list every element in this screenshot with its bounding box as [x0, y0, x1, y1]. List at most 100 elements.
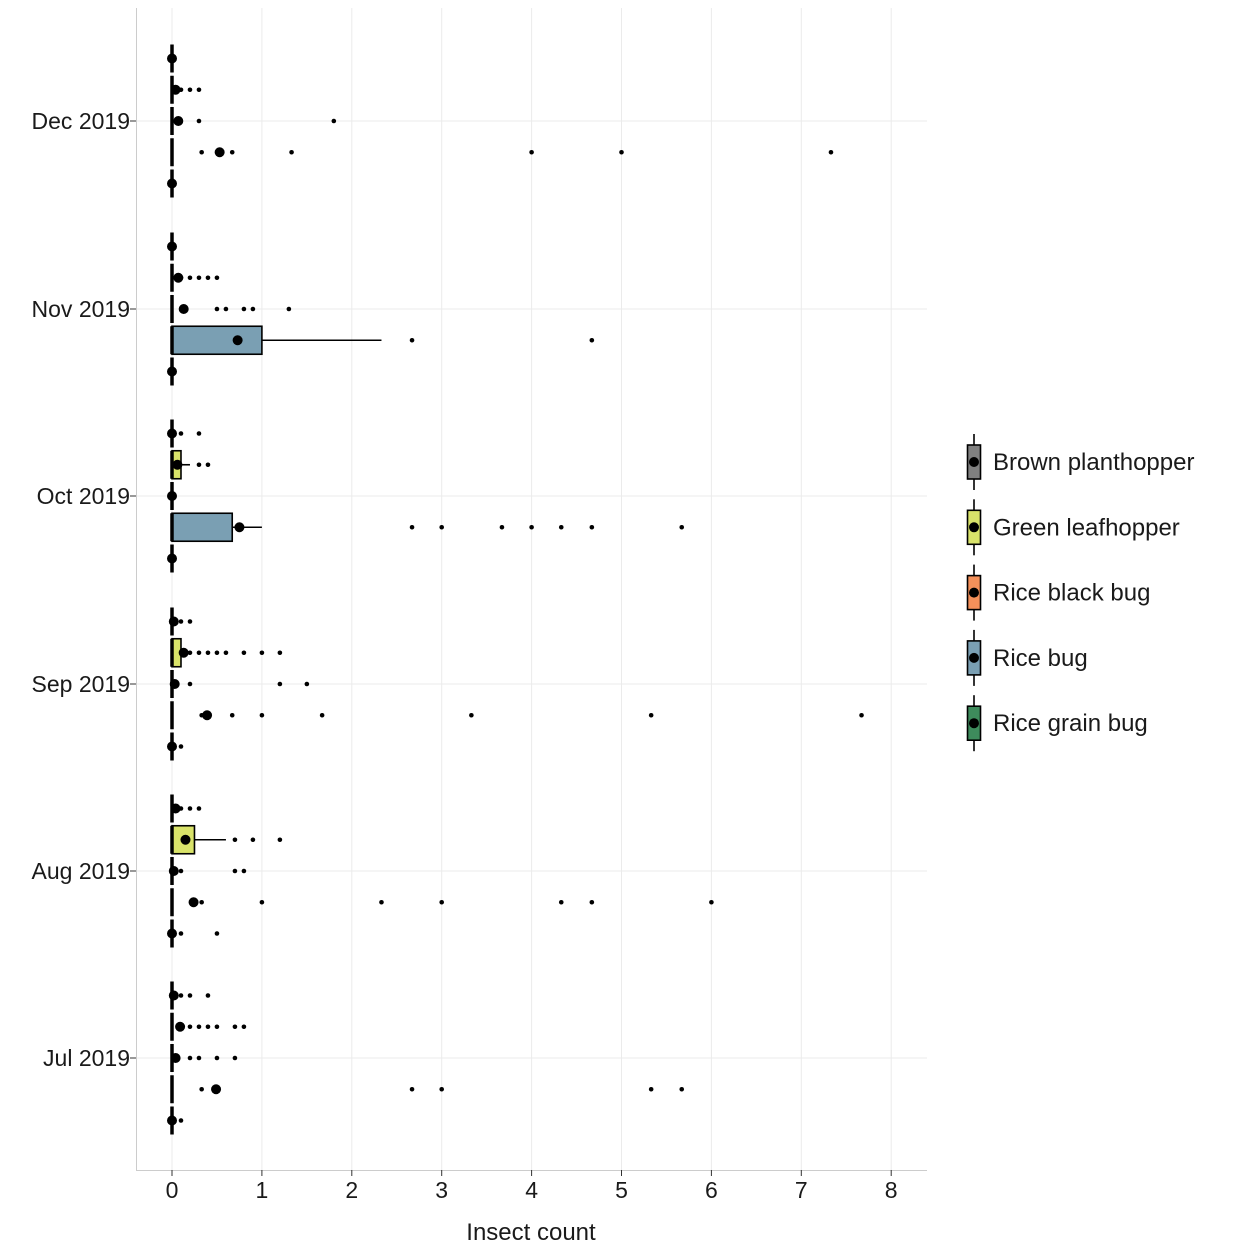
outlier-point: [187, 619, 193, 624]
legend-label: Rice black bug: [993, 580, 1150, 607]
outlier-point: [250, 306, 256, 312]
outlier-point: [199, 899, 204, 905]
outlier-point: [232, 1024, 238, 1030]
outlier-point: [196, 806, 202, 811]
x-tick-label: 2: [345, 1177, 358, 1203]
outlier-point: [196, 118, 202, 124]
outlier-point: [196, 275, 202, 281]
legend-item: Rice grain bug: [966, 695, 1148, 752]
outlier-point: [196, 462, 202, 468]
outlier-point: [178, 744, 184, 749]
outlier-point: [232, 837, 238, 843]
legend-label: Rice bug: [993, 645, 1088, 672]
outlier-point: [214, 650, 220, 656]
outlier-point: [241, 1024, 247, 1030]
legend-label: Rice grain bug: [993, 710, 1148, 737]
outlier-point: [214, 306, 220, 312]
outlier-point: [241, 650, 247, 656]
y-tick-label: Oct 2019: [37, 483, 130, 509]
mean-point: [167, 241, 177, 252]
mean-point: [173, 272, 184, 283]
legend-item: Green leafhopper: [966, 499, 1180, 556]
outlier-point: [196, 87, 202, 93]
outlier-point: [250, 837, 256, 843]
outlier-point: [529, 524, 534, 530]
outlier-point: [229, 149, 235, 155]
outlier-point: [499, 524, 505, 530]
outlier-point: [529, 149, 534, 155]
outlier-point: [196, 431, 202, 436]
mean-point: [214, 147, 225, 158]
outlier-point: [648, 712, 654, 718]
box: [171, 512, 234, 543]
legend-item: Brown planthopper: [966, 434, 1194, 490]
y-tick-label: Aug 2019: [32, 858, 130, 884]
mean-point: [168, 866, 179, 876]
outlier-point: [241, 306, 247, 312]
legend-item: Rice bug: [966, 629, 1088, 686]
outlier-point: [232, 1055, 238, 1061]
outlier-point: [439, 1086, 445, 1092]
legend-label: Brown planthopper: [993, 449, 1194, 476]
x-tick-label: 3: [435, 1177, 448, 1203]
mean-point: [167, 178, 177, 189]
outlier-point: [196, 1024, 202, 1030]
mean-point: [172, 459, 183, 470]
outlier-point: [178, 931, 184, 936]
mean-point: [167, 366, 177, 377]
outlier-point: [319, 712, 325, 718]
outlier-point: [277, 681, 283, 687]
outlier-point: [409, 1086, 415, 1092]
outlier-point: [558, 524, 564, 530]
mean-point: [188, 897, 199, 908]
outlier-point: [619, 149, 624, 155]
outlier-point: [409, 337, 415, 343]
outlier-point: [205, 275, 211, 281]
mean-point: [178, 647, 189, 658]
legend-key-mean: [969, 522, 979, 533]
mean-point: [169, 679, 180, 689]
outlier-point: [214, 1055, 220, 1061]
outlier-point: [178, 993, 184, 998]
outlier-point: [205, 1024, 211, 1030]
outlier-point: [196, 1055, 202, 1061]
mean-point: [167, 1115, 177, 1126]
x-tick-label: 5: [615, 1177, 628, 1203]
outlier-point: [648, 1086, 654, 1092]
mean-point: [167, 53, 177, 64]
x-tick-label: 4: [525, 1177, 538, 1203]
outlier-point: [214, 931, 220, 936]
legend-item: Rice black bug: [966, 564, 1150, 621]
legend-label: Green leafhopper: [993, 514, 1180, 541]
outlier-point: [589, 524, 595, 530]
mean-point: [211, 1084, 222, 1095]
outlier-point: [178, 1118, 184, 1123]
mean-point: [167, 741, 177, 752]
outlier-point: [558, 899, 564, 905]
outlier-point: [205, 462, 211, 468]
legend-key-mean: [969, 587, 979, 598]
outlier-point: [439, 524, 445, 530]
outlier-point: [199, 1086, 204, 1092]
y-tick-label: Sep 2019: [32, 671, 130, 697]
outlier-point: [277, 837, 283, 843]
outlier-point: [187, 1055, 193, 1061]
legend-key-mean: [969, 718, 979, 729]
legend-key-mean: [969, 652, 979, 663]
mean-point: [167, 553, 177, 564]
outlier-point: [709, 899, 714, 905]
outlier-point: [214, 1024, 220, 1030]
outlier-point: [439, 899, 445, 905]
outlier-point: [289, 149, 294, 155]
mean-point: [175, 1021, 186, 1032]
outlier-point: [679, 1086, 685, 1092]
points: [167, 53, 864, 1126]
mean-point: [170, 803, 181, 814]
outlier-point: [589, 899, 595, 905]
outlier-point: [187, 275, 193, 281]
mean-point: [178, 304, 189, 314]
outlier-point: [589, 337, 595, 343]
outlier-point: [187, 650, 193, 656]
mean-point: [170, 84, 181, 95]
